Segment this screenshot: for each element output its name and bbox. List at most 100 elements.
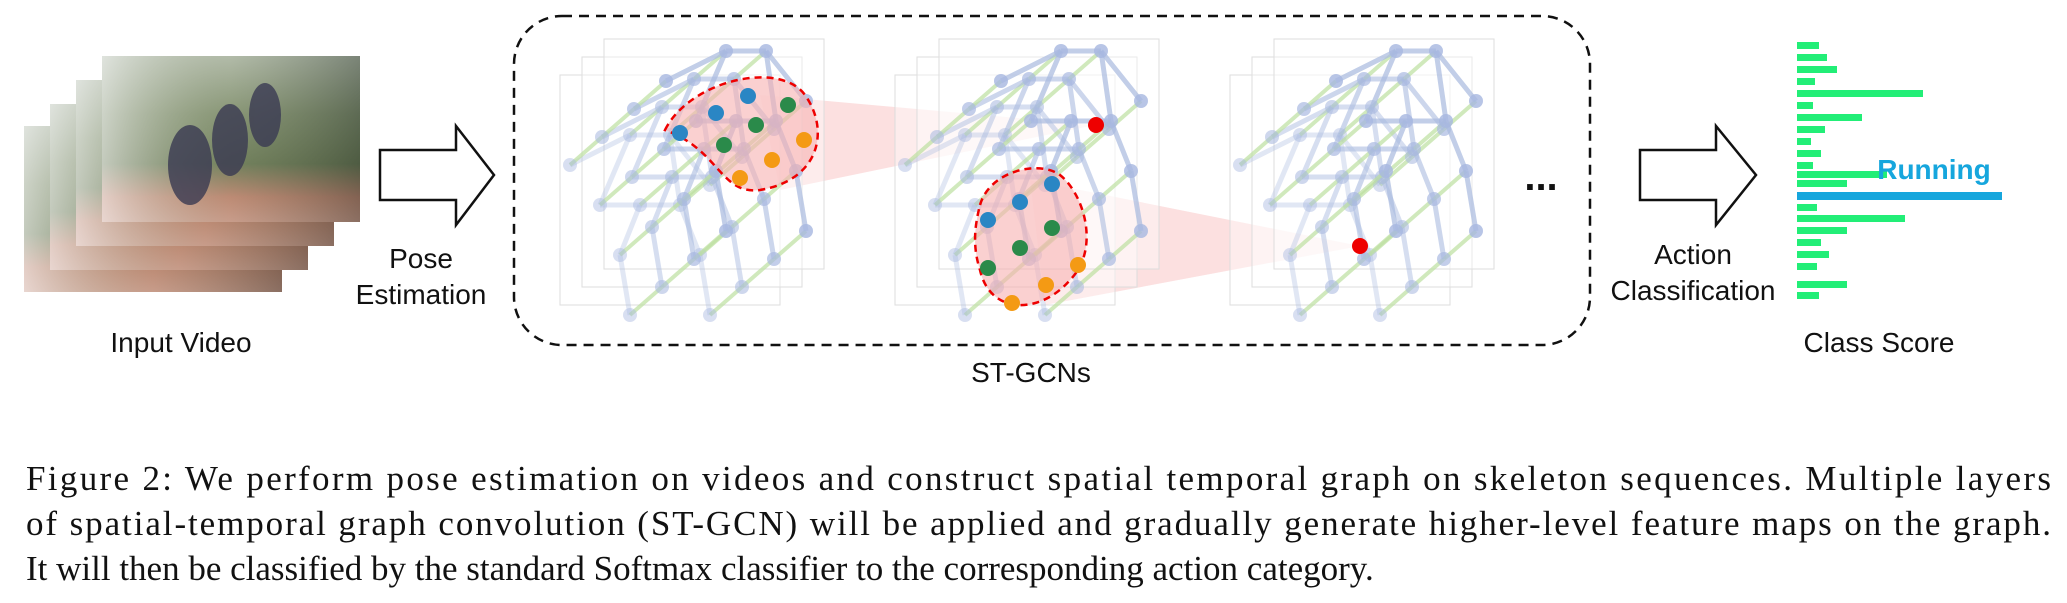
temporal-edge <box>935 107 971 139</box>
pose-label: Estimation <box>356 279 487 310</box>
temporal-edge <box>630 147 666 179</box>
temporal-edge <box>772 229 808 261</box>
bone <box>1048 120 1074 172</box>
joint <box>1315 220 1329 234</box>
joint <box>1469 224 1483 238</box>
bone <box>1319 226 1335 288</box>
joint <box>719 224 733 238</box>
joint <box>1032 142 1046 156</box>
joint <box>1359 114 1373 128</box>
joint <box>1038 277 1054 293</box>
joint <box>1293 308 1307 322</box>
temporal-edge <box>1308 175 1344 207</box>
joint <box>1295 170 1309 184</box>
temporal-edge <box>618 225 654 257</box>
bone <box>1363 50 1399 122</box>
bone <box>1098 50 1114 122</box>
temporal-edge <box>660 257 696 289</box>
temporal-edge <box>1107 229 1143 261</box>
temporal-edge <box>708 285 744 317</box>
joint <box>1397 72 1411 86</box>
caption-line: of spatial-temporal graph convolution (S… <box>26 504 2051 543</box>
joint <box>703 308 717 322</box>
neighborhood <box>973 167 1088 307</box>
temporal-edge <box>1372 119 1408 151</box>
joint <box>1439 114 1453 128</box>
joint <box>655 100 669 114</box>
joint <box>1379 164 1393 178</box>
bone <box>952 204 978 256</box>
joint <box>1389 224 1403 238</box>
bone <box>935 104 999 140</box>
bone <box>649 226 665 288</box>
joint <box>1357 72 1371 86</box>
arrow <box>1638 122 1758 229</box>
temporal-edge <box>1268 175 1304 207</box>
temporal-edge <box>1370 77 1406 109</box>
joint <box>992 142 1006 156</box>
bone <box>1334 48 1398 84</box>
joint <box>796 132 812 148</box>
temporal-edge <box>963 105 999 137</box>
bone <box>952 254 968 316</box>
joint <box>1070 257 1086 273</box>
joint <box>1352 238 1368 254</box>
bone <box>681 198 697 260</box>
bone <box>1238 132 1302 168</box>
bone <box>967 76 1031 112</box>
temporal-edge <box>1410 257 1446 289</box>
joint <box>1038 308 1052 322</box>
skeletons <box>559 38 1495 322</box>
bone <box>1319 176 1345 228</box>
temporal-edge <box>1338 105 1374 137</box>
action-label: Classification <box>1611 275 1776 306</box>
joint <box>1263 198 1277 212</box>
bone <box>1267 134 1303 206</box>
temporal-edge <box>903 135 939 167</box>
joint <box>1367 142 1381 156</box>
joint <box>1437 252 1451 266</box>
joint <box>1044 176 1060 192</box>
joint <box>748 117 764 133</box>
bone <box>1302 76 1366 112</box>
bone <box>713 170 729 232</box>
bone <box>729 226 745 288</box>
joint <box>928 198 942 212</box>
score-bars <box>1797 42 1923 299</box>
bone <box>1434 49 1478 103</box>
bone <box>1108 120 1134 172</box>
joint <box>780 97 796 113</box>
joint <box>719 44 733 58</box>
joint <box>962 102 976 116</box>
joint <box>1102 252 1116 266</box>
joint <box>665 170 679 184</box>
temporal-edge <box>933 175 969 207</box>
joint <box>898 158 912 172</box>
joint <box>1357 252 1371 266</box>
temporal-edge <box>1352 169 1388 201</box>
joint <box>1327 142 1341 156</box>
joint <box>1062 72 1076 86</box>
joint <box>1072 142 1086 156</box>
joint <box>1399 114 1413 128</box>
joint <box>1303 198 1317 212</box>
joint <box>1233 158 1247 172</box>
joint <box>1325 280 1339 294</box>
temporal-edge <box>598 175 634 207</box>
bone <box>1331 78 1367 150</box>
joint <box>767 252 781 266</box>
joint <box>1012 240 1028 256</box>
bone <box>1411 148 1437 200</box>
bone <box>1270 104 1334 140</box>
joint <box>757 192 771 206</box>
bone <box>1287 204 1313 256</box>
temporal-edge <box>1330 257 1366 289</box>
caption-line: Figure 2: We perform pose estimation on … <box>26 459 2051 498</box>
joint <box>1064 114 1078 128</box>
joint <box>1373 308 1387 322</box>
joint <box>1012 194 1028 210</box>
joint <box>657 142 671 156</box>
joint <box>958 308 972 322</box>
joint <box>948 248 962 262</box>
